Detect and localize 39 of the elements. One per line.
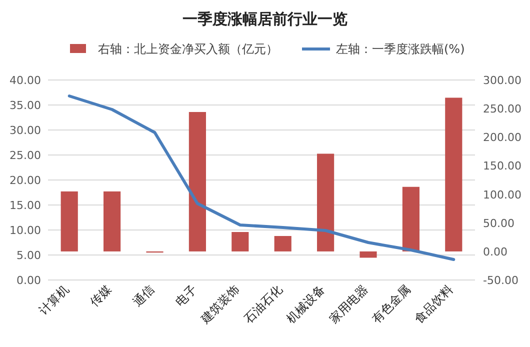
y2-tick-label: 50.00 xyxy=(483,216,514,230)
x-tick-label: 通信 xyxy=(130,282,157,310)
y2-tick-label: 0.00 xyxy=(483,245,508,258)
x-tick-label: 家用电器 xyxy=(326,282,370,326)
y2-tick-label: 100.00 xyxy=(483,188,522,202)
y-tick-label: 35.00 xyxy=(10,99,41,112)
bar xyxy=(274,236,292,252)
bar xyxy=(104,191,121,252)
legend-label: 左轴：一季度涨跌幅(%) xyxy=(336,42,465,56)
bar xyxy=(402,186,420,252)
x-tick-label: 有色金属 xyxy=(369,282,414,326)
line-series xyxy=(68,94,456,261)
y-tick-label: 15.00 xyxy=(10,199,41,212)
x-tick-label: 建筑装饰 xyxy=(198,282,242,327)
y2-tick-label: -50.00 xyxy=(483,274,518,287)
y2-tick-label: 200.00 xyxy=(483,131,522,144)
x-tick-label: 电子 xyxy=(172,282,200,310)
y-tick-label: 20.00 xyxy=(10,174,41,187)
x-tick-label: 传媒 xyxy=(87,282,114,310)
y2-tick-label: 150.00 xyxy=(483,160,522,173)
bar xyxy=(360,251,377,258)
legend-label: 右轴：北上资金净买入额（亿元） xyxy=(98,42,278,56)
bar xyxy=(188,112,206,252)
y-tick-label: 25.00 xyxy=(10,149,41,162)
chart-title: 一季度涨幅居前行业一览 xyxy=(182,10,348,28)
x-tick-label: 石油石化 xyxy=(241,282,285,326)
y-tick-label: 40.00 xyxy=(10,74,41,87)
y-tick-label: 30.00 xyxy=(10,124,41,137)
bar xyxy=(317,154,334,252)
y2-tick-label: 300.00 xyxy=(483,74,522,87)
y-tick-label: 5.00 xyxy=(16,249,41,262)
x-tick-label: 食品饮料 xyxy=(412,282,456,326)
y-tick-label: 0.00 xyxy=(16,274,41,287)
bar xyxy=(232,232,249,252)
bar xyxy=(60,191,78,252)
bar xyxy=(445,98,462,252)
y-tick-label: 10.00 xyxy=(10,224,41,237)
y2-tick-label: 250.00 xyxy=(483,102,522,116)
x-tick-label: 机械设备 xyxy=(284,282,328,326)
